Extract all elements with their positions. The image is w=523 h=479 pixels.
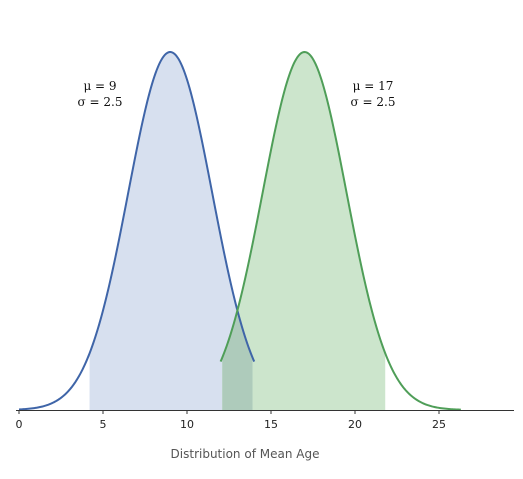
x-tick-label: 20 bbox=[348, 418, 362, 431]
x-axis-ticks: 0 5 10 15 20 25 bbox=[16, 410, 446, 431]
x-tick-label: 5 bbox=[100, 418, 107, 431]
shaded-area-1 bbox=[89, 52, 253, 410]
x-tick-label: 10 bbox=[180, 418, 194, 431]
density-curves bbox=[18, 50, 461, 411]
curve-annotations: μ = 9 σ = 2.5 μ = 17 σ = 2.5 bbox=[78, 79, 396, 109]
sigma-annotation-2: σ = 2.5 bbox=[351, 95, 396, 109]
density-curve-1 bbox=[18, 51, 256, 411]
sigma-annotation-1: σ = 2.5 bbox=[78, 95, 123, 109]
mu-annotation-2: μ = 17 bbox=[353, 79, 394, 93]
mu-annotation-1: μ = 9 bbox=[83, 79, 116, 93]
x-tick-label: 15 bbox=[264, 418, 278, 431]
shaded-area-2 bbox=[222, 52, 386, 410]
x-tick-label: 0 bbox=[16, 418, 23, 431]
density-curve-2 bbox=[219, 50, 461, 411]
overlap-area bbox=[222, 310, 253, 410]
shaded-regions bbox=[89, 52, 386, 410]
x-tick-label: 25 bbox=[432, 418, 446, 431]
x-axis-label: Distribution of Mean Age bbox=[171, 447, 320, 461]
